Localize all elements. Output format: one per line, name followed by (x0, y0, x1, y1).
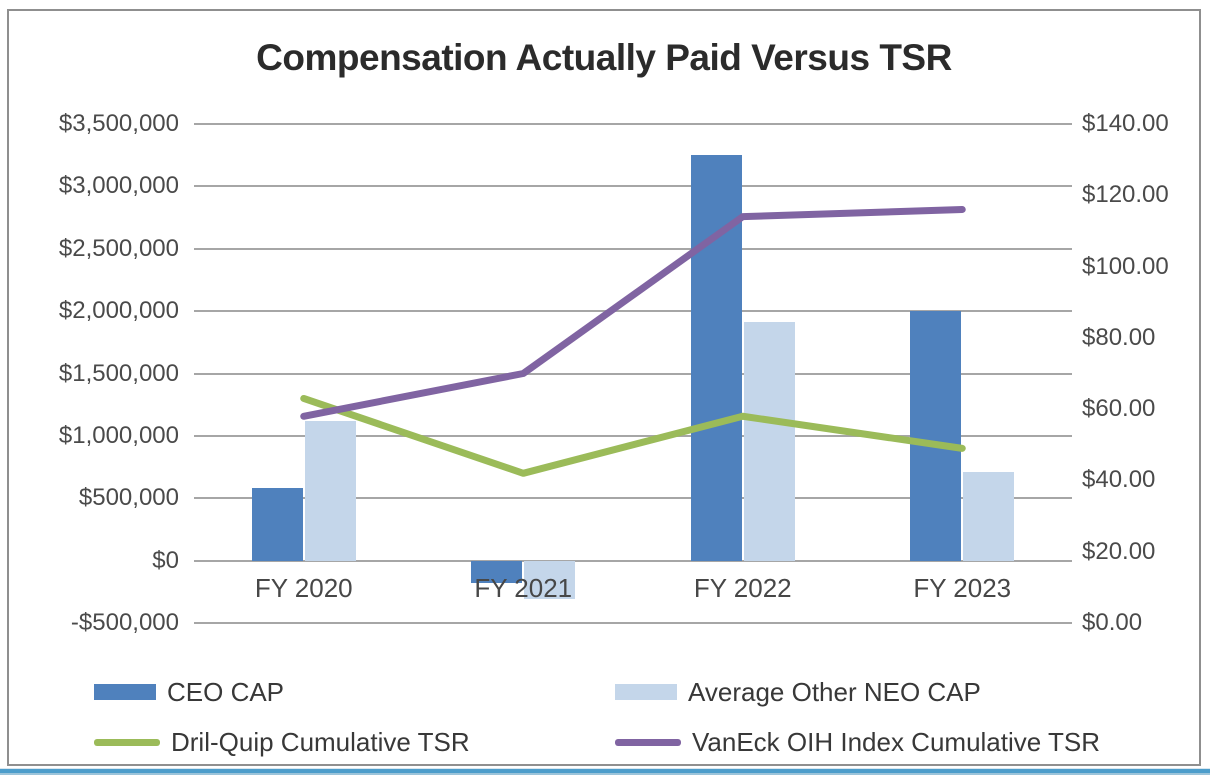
y-axis-label-left: -$500,000 (70, 609, 179, 636)
bar-ceo-cap-fy-2022 (690, 155, 742, 561)
legend-item-average-other-neo-cap: Average Other NEO CAP (615, 677, 981, 707)
chart-container: Compensation Actually Paid Versus TSR $3… (7, 9, 1201, 766)
x-axis-label: FY 2021 (474, 572, 573, 603)
bar-ceo-cap-fy-2020 (251, 488, 303, 561)
legend-swatch-average-other-neo-cap (615, 684, 677, 700)
gridline (194, 559, 1072, 562)
x-axis-label: FY 2020 (254, 572, 353, 603)
legend-swatch-dril-quip-cumulative-tsr (94, 738, 160, 746)
legend-label-ceo-cap: CEO CAP (167, 676, 285, 707)
bottom-divider (0, 768, 1210, 775)
gridline (194, 185, 1072, 188)
legend-item-dril-quip-cumulative-tsr: Dril-Quip Cumulative TSR (94, 727, 470, 757)
plot-area: $3,500,000 $3,000,000 $2,500,000 $2,000,000… (9, 11, 1203, 768)
y-axis-label-right: $40.00 (1082, 466, 1156, 494)
chart-title: Compensation Actually Paid Versus TSR (256, 37, 952, 78)
y-axis-label-left: $2,500,000 (58, 234, 179, 262)
legend-label-average-other-neo-cap: Average Other NEO CAP (688, 676, 981, 707)
legend-swatch-vaneck-oih-index-cumulative-tsr (615, 738, 681, 746)
bar-average-other-neo-cap-fy-2023 (963, 472, 1015, 561)
bar-average-other-neo-cap-fy-2020 (304, 420, 356, 561)
y-axis-label-right: $80.00 (1082, 323, 1156, 351)
gridline (194, 497, 1072, 500)
line-vaneck-oih-index-cumulative-tsr (300, 206, 966, 420)
gridline (194, 622, 1072, 624)
y-axis-label-right: $120.00 (1082, 181, 1169, 209)
bar-ceo-cap-fy-2023 (910, 311, 962, 561)
y-axis-label-left: $500,000 (78, 484, 179, 512)
legend-label-dril-quip-cumulative-tsr: Dril-Quip Cumulative TSR (171, 726, 470, 757)
bar-average-other-neo-cap-fy-2021 (524, 560, 576, 600)
y-axis-label-right: $20.00 (1082, 537, 1156, 565)
x-axis-label: FY 2022 (693, 572, 792, 603)
legend-item-ceo-cap: CEO CAP (94, 677, 284, 707)
y-axis-label-right: $60.00 (1082, 395, 1156, 423)
y-axis-label-left: $0 (152, 546, 179, 574)
y-axis-label-left: $3,000,000 (58, 172, 179, 200)
bar-ceo-cap-fy-2021 (471, 560, 523, 584)
legend-swatch-ceo-cap (94, 684, 156, 700)
x-axis-label: FY 2023 (913, 572, 1012, 603)
y-axis-label-right: $0.00 (1082, 609, 1143, 636)
y-axis-label-left: $1,000,000 (58, 421, 179, 449)
y-axis-label-left: $1,500,000 (58, 359, 179, 387)
y-axis-label-left: $2,000,000 (58, 297, 179, 325)
y-axis-label-left: $3,500,000 (58, 110, 179, 137)
y-axis-label-right: $100.00 (1082, 252, 1169, 280)
gridline (194, 123, 1072, 125)
gridline (194, 247, 1072, 250)
legend-label-vaneck-oih-index-cumulative-tsr: VanEck OIH Index Cumulative TSR (692, 726, 1100, 757)
y-axis-label-right: $140.00 (1082, 110, 1169, 137)
bar-average-other-neo-cap-fy-2022 (743, 322, 795, 561)
legend-item-vaneck-oih-index-cumulative-tsr: VanEck OIH Index Cumulative TSR (615, 727, 1100, 757)
